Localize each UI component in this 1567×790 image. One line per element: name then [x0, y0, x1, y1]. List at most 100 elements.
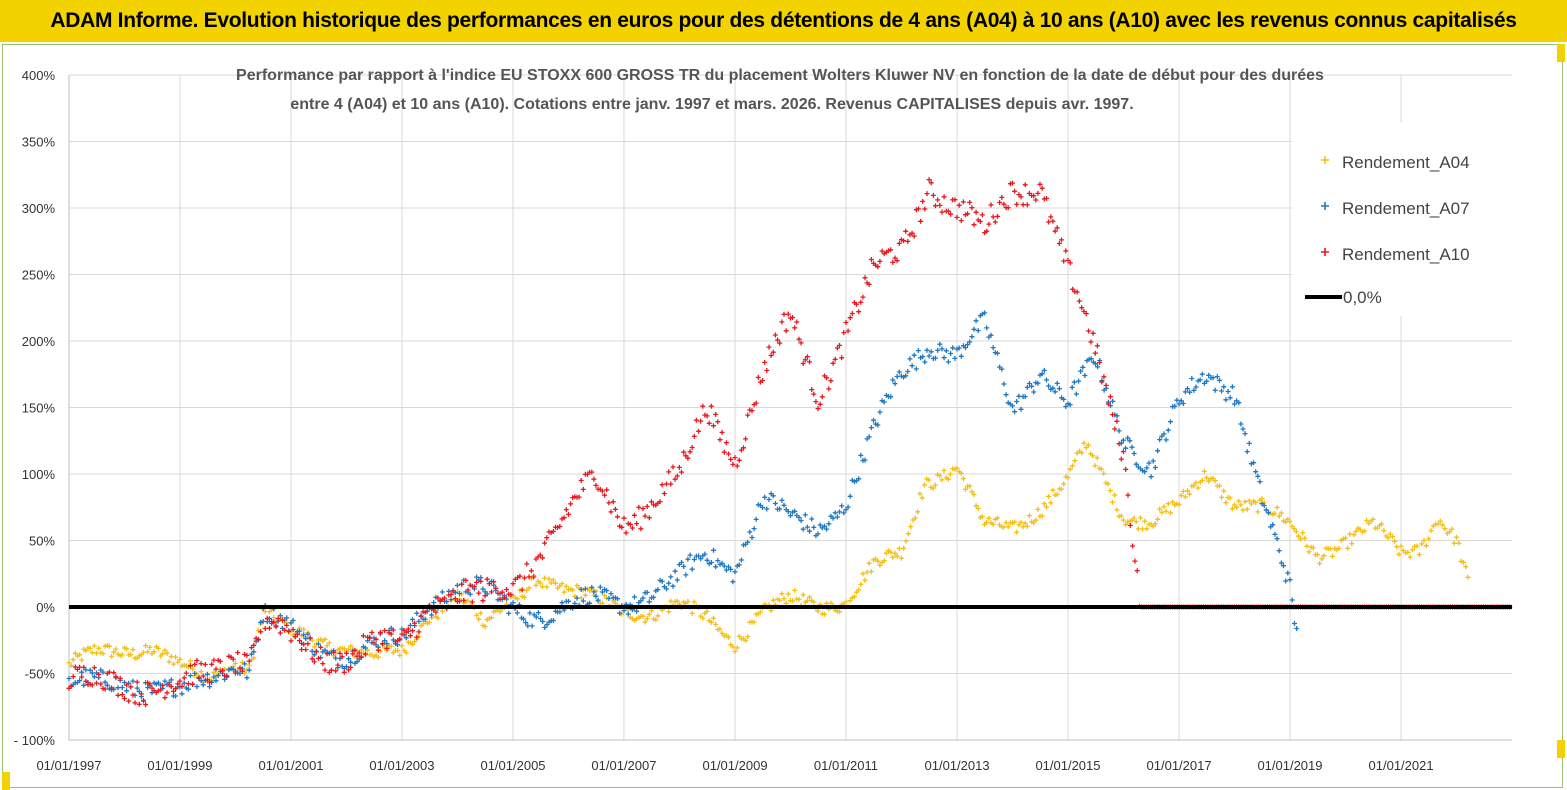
data-point	[143, 702, 149, 708]
data-point	[422, 616, 428, 622]
data-point	[875, 422, 881, 428]
data-point	[510, 600, 516, 606]
data-point	[1185, 488, 1190, 494]
data-point	[747, 529, 753, 535]
data-point	[862, 577, 868, 583]
data-point	[1351, 532, 1357, 538]
data-point	[358, 647, 364, 653]
data-point	[117, 675, 123, 681]
data-point	[1014, 201, 1020, 207]
data-point	[540, 584, 545, 590]
data-point	[363, 645, 368, 651]
data-point	[429, 612, 435, 618]
x-tick-label: 01/01/2009	[702, 758, 767, 773]
data-point	[969, 489, 975, 495]
data-point	[1118, 513, 1124, 519]
data-point	[1101, 374, 1107, 380]
data-point	[856, 587, 862, 593]
data-point	[728, 566, 734, 572]
data-point	[858, 299, 864, 305]
data-point	[196, 675, 202, 681]
data-point	[200, 682, 206, 688]
data-point	[935, 197, 941, 203]
data-point	[1349, 541, 1355, 547]
data-point	[1157, 437, 1163, 443]
data-point	[997, 200, 1003, 205]
data-point	[915, 206, 921, 212]
data-point	[834, 514, 840, 520]
data-point	[796, 596, 802, 602]
data-point	[745, 634, 751, 640]
data-point	[896, 240, 902, 246]
data-point	[730, 461, 736, 467]
data-point	[194, 658, 200, 663]
data-point	[715, 558, 721, 564]
x-tick-label: 01/01/2013	[925, 758, 990, 773]
data-point	[540, 619, 546, 624]
data-point	[847, 315, 853, 321]
data-point	[363, 651, 368, 657]
data-point	[1048, 500, 1054, 506]
data-point	[171, 688, 176, 694]
data-point	[1155, 516, 1161, 522]
data-point	[1054, 491, 1060, 497]
data-point	[1074, 289, 1080, 295]
data-point	[352, 647, 358, 653]
data-point	[715, 419, 721, 425]
data-point	[198, 678, 204, 684]
data-point	[905, 369, 911, 374]
data-point	[749, 535, 755, 540]
data-point	[1014, 399, 1020, 404]
data-point	[687, 449, 693, 455]
data-point	[407, 622, 413, 628]
data-point	[356, 650, 362, 656]
data-point	[868, 425, 874, 431]
data-point	[1227, 395, 1233, 401]
data-point	[1052, 228, 1058, 234]
data-point	[324, 651, 330, 657]
data-point	[1187, 491, 1193, 497]
data-point	[277, 630, 283, 636]
y-tick-label: - 100%	[14, 733, 56, 748]
data-point	[866, 560, 872, 566]
data-point	[1024, 384, 1030, 390]
data-point	[1244, 449, 1250, 455]
data-point	[1161, 504, 1167, 510]
data-point	[350, 651, 356, 657]
data-point	[1281, 563, 1286, 569]
data-point	[297, 638, 302, 644]
data-point	[506, 610, 512, 616]
data-point	[1234, 504, 1240, 510]
data-point	[188, 663, 193, 669]
data-point	[544, 535, 550, 541]
data-point	[704, 413, 710, 419]
data-point	[781, 311, 787, 317]
data-point	[1174, 397, 1180, 403]
data-point	[582, 592, 588, 598]
data-point	[480, 598, 486, 604]
data-point	[1150, 458, 1156, 464]
data-point	[1191, 387, 1197, 393]
data-point	[467, 591, 473, 597]
data-point	[984, 520, 990, 525]
data-point	[328, 667, 334, 673]
data-point	[158, 687, 164, 693]
data-point	[683, 572, 689, 578]
data-point	[1178, 493, 1184, 498]
data-point	[721, 449, 727, 455]
data-point	[845, 504, 851, 510]
data-point	[640, 506, 646, 512]
data-point	[839, 355, 845, 361]
data-point	[138, 691, 144, 697]
data-point	[1291, 526, 1297, 532]
data-point	[939, 209, 945, 215]
data-point	[1052, 389, 1058, 395]
data-point	[772, 332, 778, 338]
data-point	[685, 556, 691, 562]
data-point	[463, 577, 469, 583]
data-point	[1381, 528, 1387, 534]
legend-marker	[1321, 248, 1329, 256]
data-point	[1097, 360, 1103, 365]
data-point	[1257, 479, 1263, 485]
data-point	[1287, 519, 1293, 524]
